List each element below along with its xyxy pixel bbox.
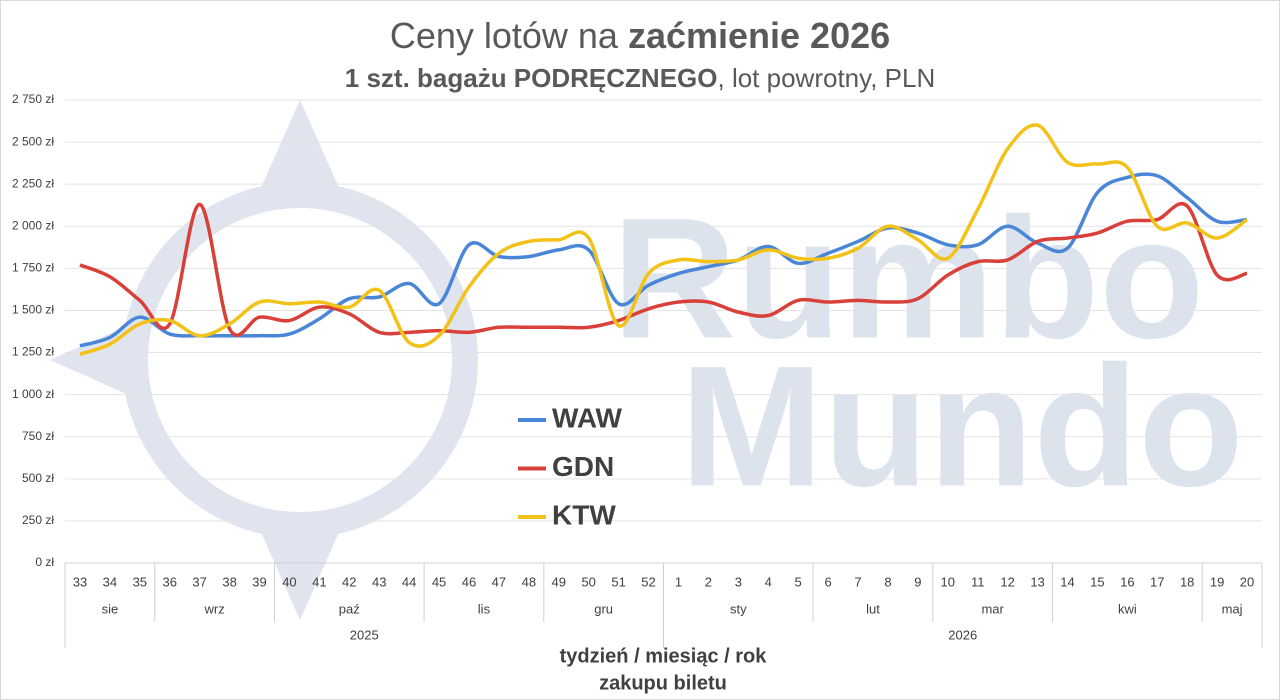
x-tick-label: 45 xyxy=(432,574,446,589)
x-axis-title: zakupu biletu xyxy=(599,672,727,694)
x-tick-label: 33 xyxy=(73,574,87,589)
x-tick-label: 3 xyxy=(735,574,742,589)
y-tick-label: 750 zł xyxy=(22,429,54,443)
x-tick-label: 34 xyxy=(103,574,117,589)
chart-subtitle: 1 szt. bagażu PODRĘCZNEGO, lot powrotny,… xyxy=(345,63,935,93)
y-tick-label: 1 250 zł xyxy=(12,345,54,359)
month-label: kwi xyxy=(1118,601,1137,616)
y-tick-label: 2 500 zł xyxy=(12,134,54,148)
x-tick-label: 19 xyxy=(1210,574,1224,589)
watermark-logo xyxy=(50,100,340,620)
x-tick-label: 20 xyxy=(1240,574,1254,589)
year-label: 2026 xyxy=(948,627,977,642)
series-line xyxy=(79,123,1249,356)
x-tick-label: 1 xyxy=(675,574,682,589)
watermark-text: Rumbo xyxy=(612,182,1204,374)
series-line xyxy=(79,202,1248,338)
x-tick-label: 5 xyxy=(795,574,802,589)
watermark-text: Mundo xyxy=(680,330,1244,522)
title-segment: Ceny lotów na xyxy=(390,15,628,56)
x-tick-label: 2 xyxy=(705,574,712,589)
title-segment: zaćmienie 2026 xyxy=(628,15,890,56)
x-tick-label: 10 xyxy=(941,574,955,589)
x-tick-label: 41 xyxy=(312,574,326,589)
x-tick-label: 35 xyxy=(133,574,147,589)
subtitle-segment: , lot powrotny, PLN xyxy=(718,63,936,93)
x-tick-label: 13 xyxy=(1030,574,1044,589)
x-tick-label: 49 xyxy=(552,574,566,589)
legend-label: GDN xyxy=(552,451,614,482)
month-label: lis xyxy=(478,601,491,616)
month-label: wrz xyxy=(204,601,225,616)
x-tick-label: 50 xyxy=(581,574,595,589)
x-tick-label: 43 xyxy=(372,574,386,589)
x-tick-label: 46 xyxy=(462,574,476,589)
x-axis-title: tydzień / miesiąc / rok xyxy=(560,645,768,667)
y-tick-label: 250 zł xyxy=(22,513,54,527)
month-label: sty xyxy=(730,601,747,616)
y-tick-label: 2 250 zł xyxy=(12,176,54,190)
subtitle-segment: 1 szt. bagażu PODRĘCZNEGO xyxy=(345,63,718,93)
legend-label: KTW xyxy=(552,499,616,530)
x-tick-label: 14 xyxy=(1060,574,1074,589)
x-tick-label: 48 xyxy=(522,574,536,589)
x-tick-label: 36 xyxy=(163,574,177,589)
y-tick-label: 1 750 zł xyxy=(12,261,54,275)
y-tick-label: 2 000 zł xyxy=(12,218,54,232)
month-label: paź xyxy=(339,601,360,616)
x-tick-label: 17 xyxy=(1150,574,1164,589)
x-tick-label: 47 xyxy=(492,574,506,589)
x-tick-label: 38 xyxy=(222,574,236,589)
y-tick-label: 2 750 zł xyxy=(12,92,54,106)
x-tick-label: 4 xyxy=(765,574,772,589)
x-tick-label: 15 xyxy=(1090,574,1104,589)
x-tick-label: 51 xyxy=(611,574,625,589)
x-tick-label: 42 xyxy=(342,574,356,589)
x-tick-label: 44 xyxy=(402,574,416,589)
y-tick-label: 0 zł xyxy=(35,555,54,569)
x-tick-label: 39 xyxy=(252,574,266,589)
x-tick-label: 18 xyxy=(1180,574,1194,589)
month-label: gru xyxy=(594,601,613,616)
y-tick-label: 1 000 zł xyxy=(12,387,54,401)
month-label: lut xyxy=(866,601,880,616)
year-label: 2025 xyxy=(350,627,379,642)
legend-label: WAW xyxy=(552,402,623,433)
month-label: mar xyxy=(981,601,1004,616)
month-label: maj xyxy=(1222,601,1243,616)
x-tick-label: 11 xyxy=(971,574,985,589)
watermark: Rumbo Mundo xyxy=(50,100,1244,620)
y-tick-label: 500 zł xyxy=(22,471,54,485)
x-tick-label: 12 xyxy=(1000,574,1014,589)
x-tick-label: 40 xyxy=(282,574,296,589)
series-line xyxy=(79,172,1248,348)
x-tick-label: 16 xyxy=(1120,574,1134,589)
x-tick-label: 9 xyxy=(914,574,921,589)
x-tick-label: 52 xyxy=(641,574,655,589)
x-tick-label: 7 xyxy=(854,574,861,589)
x-tick-label: 8 xyxy=(884,574,891,589)
x-tick-label: 37 xyxy=(192,574,206,589)
month-label: sie xyxy=(102,601,119,616)
chart-title: Ceny lotów na zaćmienie 2026 xyxy=(390,15,890,56)
y-tick-label: 1 500 zł xyxy=(12,303,54,317)
x-tick-label: 6 xyxy=(824,574,831,589)
